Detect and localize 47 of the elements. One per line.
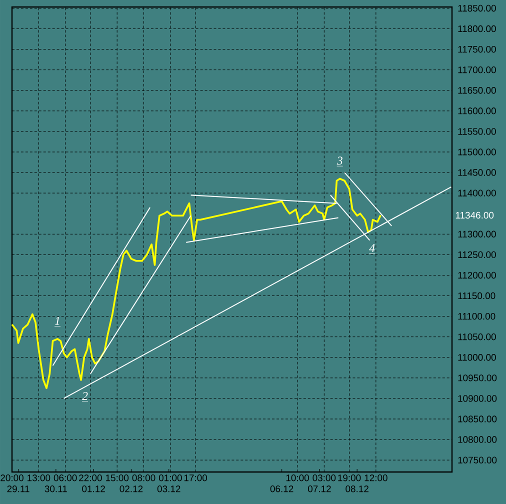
x2-tick-label: 07.12 [308,486,331,492]
y-tick-label: 11250.00 [458,251,496,258]
x-tick-label: 22:00 [79,474,102,482]
y-tick-label: 11850.00 [458,4,496,12]
x2-tick-label: 30.11 [44,486,67,492]
y-tick-label: 11150.00 [458,292,496,300]
y-tick-label: 11300.00 [458,230,496,238]
annotation: 4 [369,244,375,252]
x2-tick-label: 29.11 [7,486,30,492]
y-tick-label: 11000.00 [458,354,496,361]
x-tick-label: 06:00 [54,474,77,482]
y-tick-label: 11450.00 [458,169,496,176]
y-tick-label: 10800.00 [458,436,497,443]
annotation: 1 [54,316,60,325]
x-tick-label: 01:00 [158,474,182,482]
x-tick-label: 20:00 [0,474,24,482]
x-tick-label: 19:00 [338,474,361,482]
y-tick-label: 11050.00 [458,333,496,340]
x2-tick-label: 06.12 [270,486,294,492]
x-tick-label: 12:00 [364,474,388,482]
x-tick-label: 17:00 [184,474,208,482]
annotation: 3 [336,156,342,165]
y-tick-label: 11200.00 [458,272,496,279]
y-tick-label: 11400.00 [458,190,496,196]
y-tick-label: 11800.00 [458,25,496,32]
x2-tick-label: 03.12 [157,486,180,492]
y-tick-label: 10850.00 [458,416,497,422]
y-tick-label: 11750.00 [458,46,496,53]
y-tick-label: 11600.00 [458,108,496,114]
y-tick-label: 11550.00 [458,128,496,135]
x-tick-label: 10:00 [286,474,309,482]
text: 11346.00 [456,212,494,219]
x-tick-label: 08:00 [132,474,156,482]
annotation: 2 [82,392,88,400]
y-tick-label: 11500.00 [458,148,496,156]
x-tick-label: 13:00 [28,474,50,482]
x2-tick-label: 02.12 [120,486,143,492]
y-tick-label: 11700.00 [458,66,496,74]
y-tick-label: 10750.00 [458,456,497,464]
y-tick-label: 10950.00 [458,374,497,382]
x2-tick-label: 08.12 [346,486,368,492]
x2-tick-label: 01.12 [82,486,105,492]
x-tick-label: 03:00 [312,474,336,482]
x-tick-label: 15:00 [106,474,129,482]
y-tick-label: 11100.00 [458,312,496,320]
y-tick-label: 11650.00 [458,87,496,94]
y-tick-label: 10900.00 [458,395,497,402]
